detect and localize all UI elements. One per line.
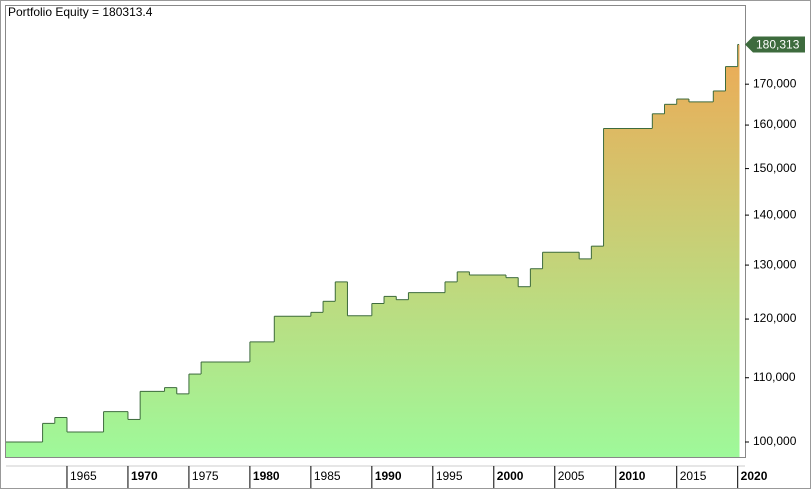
value-badge [745,36,805,53]
y-tick-label: 170,000 [753,76,797,90]
x-tick-label: 2020 [741,469,768,483]
y-tick-label: 120,000 [753,311,797,325]
equity-area [579,258,592,457]
equity-area [725,66,739,457]
y-tick-label: 100,000 [753,434,797,448]
equity-area [310,312,324,457]
equity-area [66,431,105,457]
equity-area [42,423,56,457]
equity-area [323,301,336,457]
equity-area [6,441,44,457]
equity-area [176,393,190,457]
y-tick-label: 140,000 [753,207,797,221]
equity-area [335,281,348,457]
equity-area [249,341,275,457]
x-tick-label: 1985 [314,469,341,483]
y-tick-label: 150,000 [753,161,797,175]
equity-area [713,90,726,457]
x-tick-label: 2000 [497,469,524,483]
equity-area [542,252,580,457]
equity-area [530,268,544,457]
equity-area [347,315,373,457]
plot-border [5,5,746,458]
x-tick-label: 1990 [375,469,402,483]
equity-area [396,299,409,457]
y-tick-label: 160,000 [753,117,797,131]
equity-area [371,303,385,457]
x-tick-label: 2015 [680,469,707,483]
equity-area [688,101,714,457]
equity-area [384,296,397,457]
x-tick-label: 1995 [436,469,463,483]
equity-area [469,275,507,457]
equity-area [103,411,129,457]
equity-area [201,361,251,457]
x-tick-label: 2010 [619,469,646,483]
x-tick-label: 1970 [131,469,158,483]
equity-area [591,246,605,457]
equity-area [54,417,68,457]
equity-area [140,391,166,457]
equity-area [737,44,740,457]
x-tick-label: 1980 [253,469,280,483]
equity-area [188,374,202,457]
y-tick-label: 110,000 [753,370,796,384]
chart-title: Portfolio Equity = 180313.4 [8,5,153,19]
equity-area [457,271,470,457]
value-label: 180,313 [756,38,800,52]
x-tick-label: 2005 [558,469,585,483]
equity-area [664,104,678,458]
x-tick-label: 1965 [70,469,97,483]
equity-area [518,286,531,457]
equity-area [676,99,690,457]
x-tick-label: 1975 [192,469,219,483]
equity-area [164,387,178,457]
y-tick-label: 130,000 [753,257,797,271]
equity-area [603,128,653,458]
equity-area [505,277,519,457]
equity-area [652,113,666,458]
equity-area [445,281,458,457]
equity-area [274,316,312,457]
equity-area [127,419,141,457]
equity-area [408,292,446,457]
